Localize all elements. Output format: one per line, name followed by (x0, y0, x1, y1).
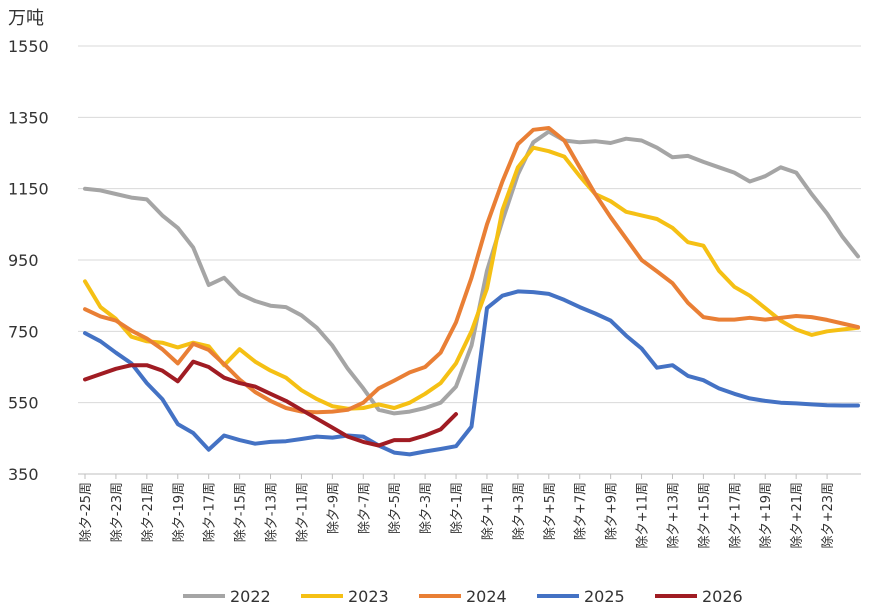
x-tick-label: 除夕+11周 (636, 482, 651, 548)
y-axis: 350 550 750 950 1150 1350 1550 (8, 37, 49, 484)
legend: 2022 2023 2024 2025 2026 (183, 587, 743, 606)
x-tick-label: 除夕+15周 (697, 482, 712, 548)
y-tick-label: 1150 (8, 180, 49, 199)
series-lines (83, 126, 860, 457)
x-tick-label: 除夕-21周 (141, 482, 156, 542)
series-line-2024 (83, 126, 860, 415)
x-tick-label: 除夕+21周 (790, 482, 805, 548)
legend-label-2024: 2024 (466, 587, 507, 606)
legend-label-2025: 2025 (584, 587, 625, 606)
x-tick-label: 除夕-25周 (79, 482, 94, 542)
x-tick-label: 除夕+23周 (821, 482, 836, 548)
x-tick-label: 除夕-15周 (234, 482, 249, 542)
y-tick-label: 950 (8, 251, 39, 270)
y-tick-label: 550 (8, 394, 39, 413)
series-line-2025 (83, 289, 860, 457)
x-tick-label: 除夕+17周 (728, 482, 743, 548)
x-tick-label: 除夕-3周 (419, 482, 434, 534)
y-tick-label: 350 (8, 465, 39, 484)
x-tick-label: 除夕-23周 (110, 482, 125, 542)
x-tick-label: 除夕+3周 (512, 482, 527, 540)
y-tick-label: 1350 (8, 108, 49, 127)
series-line-2026 (83, 359, 458, 448)
x-tick-label: 除夕+9周 (605, 482, 620, 540)
x-tick-label: 除夕-17周 (203, 482, 218, 542)
x-tick-label: 除夕-7周 (357, 482, 372, 534)
series-line-2022 (83, 129, 860, 416)
x-axis: 除夕-25周 除夕-23周 除夕-21周 除夕-19周 除夕-17周 除夕-15周 除夕-1… (79, 474, 836, 548)
legend-label-2023: 2023 (348, 587, 389, 606)
x-tick-label: 除夕+5周 (543, 482, 558, 540)
y-tick-label: 1550 (8, 37, 49, 56)
x-tick-label: 除夕-19周 (172, 482, 187, 542)
x-tick-label: 除夕+7周 (574, 482, 589, 540)
gridlines (78, 45, 861, 475)
x-tick-label: 除夕-5周 (388, 482, 403, 534)
x-tick-label: 除夕-1周 (450, 482, 465, 534)
y-unit-label: 万吨 (8, 8, 44, 29)
legend-label-2026: 2026 (702, 587, 743, 606)
legend-label-2022: 2022 (230, 587, 271, 606)
x-tick-label: 除夕+19周 (759, 482, 774, 548)
x-tick-label: 除夕-9周 (326, 482, 341, 534)
x-tick-label: 除夕-13周 (265, 482, 280, 542)
x-tick-label: 除夕-11周 (295, 482, 310, 542)
x-tick-label: 除夕+1周 (481, 482, 496, 540)
y-tick-label: 750 (8, 322, 39, 341)
x-tick-label: 除夕+13周 (666, 482, 681, 548)
